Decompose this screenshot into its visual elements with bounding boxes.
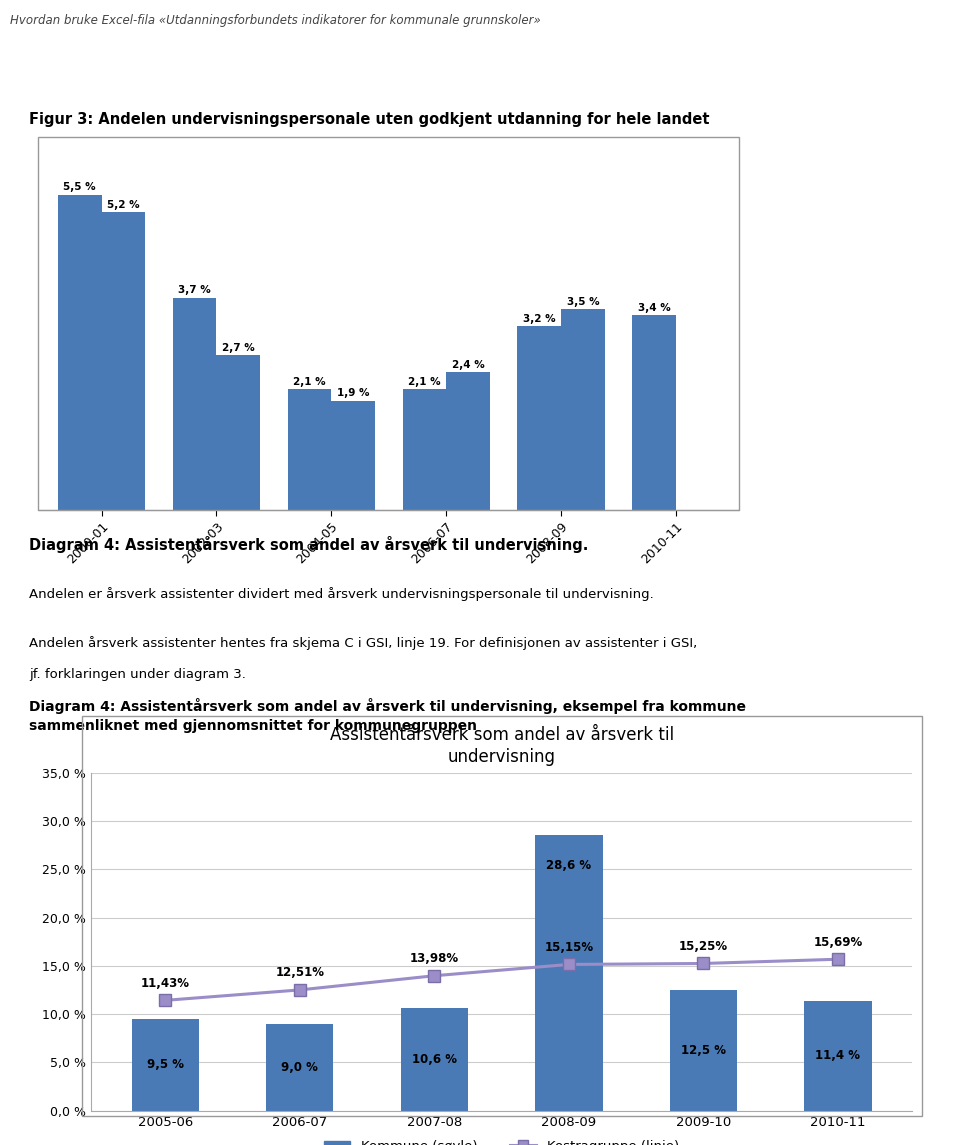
Bar <box>132 1019 199 1111</box>
Text: 2,4 %: 2,4 % <box>452 360 485 370</box>
Bar <box>331 401 375 510</box>
Bar <box>633 315 676 510</box>
Text: 5,5 %: 5,5 % <box>63 182 96 192</box>
Text: 13,98%: 13,98% <box>410 953 459 965</box>
Title: Assistentårsverk som andel av årsverk til
undervisning: Assistentårsverk som andel av årsverk ti… <box>329 726 674 766</box>
Text: 12,51%: 12,51% <box>276 966 324 979</box>
Text: Hvordan bruke Excel-fila «Utdanningsforbundets indikatorer for kommunale grunnsk: Hvordan bruke Excel-fila «Utdanningsforb… <box>11 14 540 27</box>
Bar <box>266 1024 333 1111</box>
Text: Diagram 4: Assistentårsverk som andel av årsverk til undervisning.: Diagram 4: Assistentårsverk som andel av… <box>29 536 588 553</box>
Bar <box>400 1009 468 1111</box>
Text: 9,0 %: 9,0 % <box>281 1060 318 1074</box>
Bar <box>58 195 102 510</box>
Text: 9,5 %: 9,5 % <box>147 1058 183 1072</box>
Bar <box>517 326 562 510</box>
Bar <box>804 1001 872 1111</box>
Text: 2,1 %: 2,1 % <box>408 377 441 387</box>
Text: 15,25%: 15,25% <box>679 940 728 953</box>
Bar <box>288 389 331 510</box>
Legend: Kommune (søyle), Kostragruppe (linje): Kommune (søyle), Kostragruppe (linje) <box>319 1135 684 1145</box>
Text: 17: 17 <box>890 11 915 30</box>
Text: 15,69%: 15,69% <box>813 935 863 948</box>
Text: 3,2 %: 3,2 % <box>523 314 556 324</box>
Bar <box>670 990 737 1111</box>
Text: Andelen årsverk assistenter hentes fra skjema C i GSI, linje 19. For definisjone: Andelen årsverk assistenter hentes fra s… <box>29 637 697 650</box>
Text: 5,2 %: 5,2 % <box>108 199 140 210</box>
Bar <box>536 835 603 1111</box>
Text: 11,4 %: 11,4 % <box>815 1049 860 1063</box>
Bar <box>402 389 446 510</box>
Bar <box>562 309 605 510</box>
Bar <box>102 212 145 510</box>
Text: 2,7 %: 2,7 % <box>222 342 254 353</box>
Text: 3,7 %: 3,7 % <box>179 285 211 295</box>
Text: Andelen er årsverk assistenter dividert med årsverk undervisningspersonale til u: Andelen er årsverk assistenter dividert … <box>29 587 654 601</box>
Text: Diagram 4: Assistentårsverk som andel av årsverk til undervisning, eksempel fra : Diagram 4: Assistentårsverk som andel av… <box>29 698 746 733</box>
Text: 15,15%: 15,15% <box>544 941 593 954</box>
Bar <box>173 298 216 510</box>
Text: 3,5 %: 3,5 % <box>566 297 599 307</box>
Text: 2,1 %: 2,1 % <box>293 377 325 387</box>
Bar <box>216 355 260 510</box>
Bar <box>446 372 490 510</box>
Text: 3,4 %: 3,4 % <box>637 302 670 313</box>
Text: 12,5 %: 12,5 % <box>681 1044 726 1057</box>
Text: 1,9 %: 1,9 % <box>337 388 370 398</box>
Text: 28,6 %: 28,6 % <box>546 859 591 871</box>
Text: Figur 3: Andelen undervisningspersonale uten godkjent utdanning for hele landet: Figur 3: Andelen undervisningspersonale … <box>29 112 709 127</box>
Text: 11,43%: 11,43% <box>141 977 190 989</box>
Text: 10,6 %: 10,6 % <box>412 1053 457 1066</box>
Text: jf. forklaringen under diagram 3.: jf. forklaringen under diagram 3. <box>29 668 246 681</box>
